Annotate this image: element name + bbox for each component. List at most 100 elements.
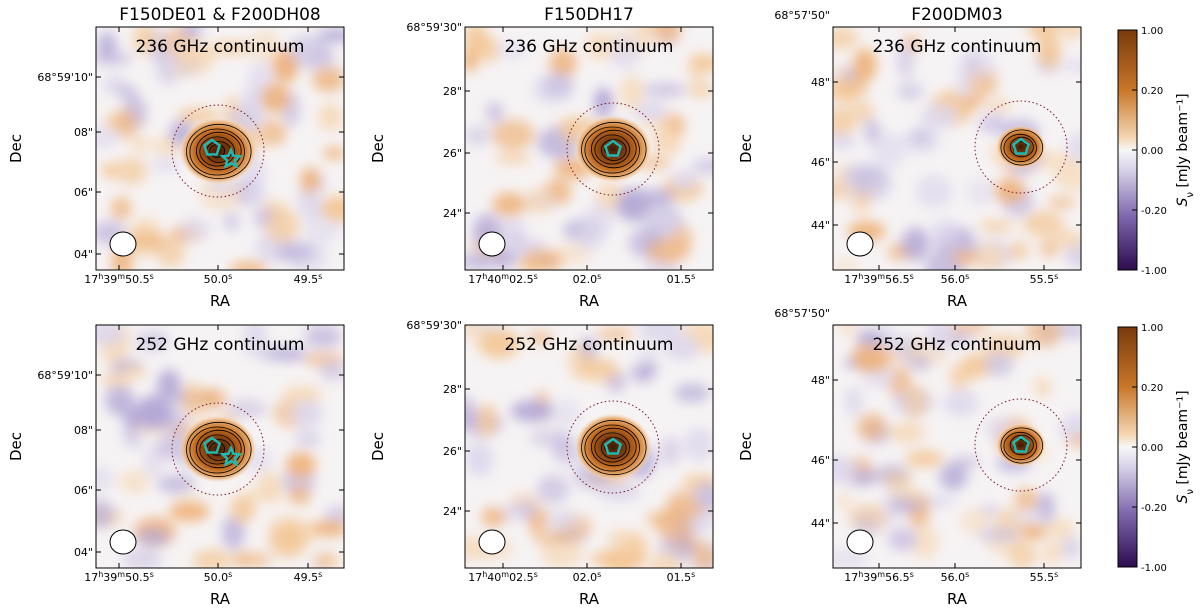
ra-tick-label: 49.5s: [294, 570, 323, 585]
ra-tick-label: 01.5s: [667, 272, 696, 287]
dec-tick-label: 26": [443, 147, 462, 160]
ra-tick-label: 49.5s: [294, 272, 323, 287]
continuum-map: [96, 27, 344, 270]
star-marker: [219, 146, 243, 169]
ra-tick-label: 56.0s: [941, 570, 970, 585]
colorbar-tick-label: -1.00: [1141, 266, 1167, 277]
pentagon-marker: [603, 139, 623, 157]
y-axis-label: Dec: [737, 432, 755, 461]
pentagon-marker: [202, 436, 222, 454]
dec-tick-label: 08": [74, 126, 93, 139]
x-axis-label: RA: [947, 590, 968, 608]
dec-tick-label: 68°59'10": [37, 369, 93, 382]
x-axis-label: RA: [947, 292, 968, 310]
dec-tick-label: 68°59'10": [37, 71, 93, 84]
column-title: F150DH17: [544, 5, 634, 25]
pentagon-marker: [1011, 137, 1031, 155]
source-emission: [995, 423, 1047, 467]
colorbar-tick-label: -0.20: [1141, 206, 1167, 217]
panel-row2-col1: 252 GHz continuum 17h39m50.5s 50.0s 49.5s 68…: [7, 324, 345, 608]
colorbar-tick-label: -1.00: [1141, 563, 1167, 574]
dec-tick-label: 44": [811, 517, 830, 530]
beam-ellipse: [109, 529, 137, 555]
y-axis-label: Dec: [7, 432, 25, 461]
dec-tick-label: 24": [443, 505, 462, 518]
ra-tick-label: 55.5s: [1030, 272, 1059, 287]
dec-tick-label: 68°59'30": [406, 319, 462, 332]
ra-tick-label: 55.5s: [1030, 570, 1059, 585]
y-axis-label: Dec: [737, 134, 755, 163]
column-title: F150DE01 & F200DH08: [119, 5, 321, 25]
panel-row2-col3: 252 GHz continuum 17h39m56.5s 56.0s 55.5s 68…: [737, 307, 1082, 608]
pentagon-marker: [202, 138, 222, 156]
panel-row2-col2: 252 GHz continuum 17h40m02.5s 02.0s 01.5s 68…: [369, 319, 714, 608]
dec-tick-label: 06": [74, 484, 93, 497]
colorbar-tick-label: 0.20: [1141, 86, 1163, 97]
dec-tick-label: 68°57'50": [774, 9, 830, 22]
continuum-map: [465, 325, 713, 568]
beam-ellipse: [478, 231, 506, 257]
beam-ellipse: [846, 231, 874, 257]
source-emission: [995, 125, 1047, 169]
dec-tick-label: 48": [811, 374, 830, 387]
ra-tick-label: 50.0s: [204, 570, 233, 585]
ra-tick-label: 50.0s: [204, 272, 233, 287]
x-axis-label: RA: [579, 292, 600, 310]
x-axis-label: RA: [210, 590, 231, 608]
colorbar: 1.00 0.20 0.00 -0.20 -1.00 Sν [mJy beam⁻¹]: [1117, 26, 1196, 277]
contours: [581, 419, 647, 476]
ra-tick-label: 17h39m56.5s: [844, 272, 914, 287]
dec-tick-label: 46": [811, 156, 830, 169]
x-axis-label: RA: [579, 590, 600, 608]
beam-ellipse: [109, 231, 137, 257]
panel-label: 236 GHz continuum: [136, 37, 305, 57]
dec-tick-label: 46": [811, 454, 830, 467]
dec-tick-label: 44": [811, 219, 830, 232]
panel-row1-col2: 236 GHz continuum 17h40m02.5s 02.0s 01.5s 68…: [369, 21, 714, 310]
y-axis-label: Dec: [369, 134, 387, 163]
aperture-circle: [171, 104, 265, 198]
pentagon-marker: [1011, 435, 1031, 453]
ra-tick-label: 17h40m02.5s: [468, 570, 538, 585]
colorbar-tick-label: 1.00: [1141, 323, 1163, 334]
panel-label: 236 GHz continuum: [505, 37, 674, 57]
ra-tick-label: 17h40m02.5s: [468, 272, 538, 287]
ra-tick-label: 02.0s: [573, 272, 602, 287]
colorbar-tick-label: 0.20: [1141, 383, 1163, 394]
colorbar: 1.00 0.20 0.00 -0.20 -1.00 Sν [mJy beam⁻¹]: [1117, 323, 1196, 574]
dec-tick-label: 04": [74, 546, 93, 559]
contours: [1000, 129, 1044, 166]
aperture-circle: [974, 100, 1068, 194]
colorbar-tick-label: -0.20: [1141, 503, 1167, 514]
continuum-map: [465, 27, 713, 270]
dec-tick-label: 08": [74, 424, 93, 437]
ra-tick-label: 56.0s: [941, 272, 970, 287]
ra-tick-label: 17h39m56.5s: [844, 570, 914, 585]
dec-tick-label: 68°59'30": [406, 21, 462, 34]
column-title: F200DM03: [911, 5, 1003, 25]
continuum-map: [833, 27, 1081, 270]
dec-tick-label: 04": [74, 248, 93, 261]
panel-label: 252 GHz continuum: [505, 335, 674, 355]
ra-tick-label: 17h39m50.5s: [84, 570, 154, 585]
beam-ellipse: [846, 529, 874, 555]
dec-tick-label: 06": [74, 186, 93, 199]
dec-tick-label: 28": [443, 85, 462, 98]
panel-label: 252 GHz continuum: [873, 335, 1042, 355]
aperture-circle: [171, 402, 265, 496]
ra-tick-label: 02.0s: [573, 570, 602, 585]
colorbar-label: Sν [mJy beam⁻¹]: [1175, 390, 1196, 503]
dec-tick-label: 24": [443, 207, 462, 220]
dec-tick-label: 68°57'50": [774, 307, 830, 320]
continuum-map: [96, 325, 344, 568]
panel-label: 252 GHz continuum: [136, 335, 305, 355]
colorbar-tick-label: 1.00: [1141, 26, 1163, 37]
dec-tick-label: 26": [443, 445, 462, 458]
y-axis-label: Dec: [369, 432, 387, 461]
colorbar-tick-label: 0.00: [1141, 443, 1163, 454]
ra-tick-label: 17h39m50.5s: [84, 272, 154, 287]
source-emission: [573, 413, 653, 481]
pentagon-marker: [603, 437, 623, 455]
aperture-circle: [566, 400, 660, 494]
